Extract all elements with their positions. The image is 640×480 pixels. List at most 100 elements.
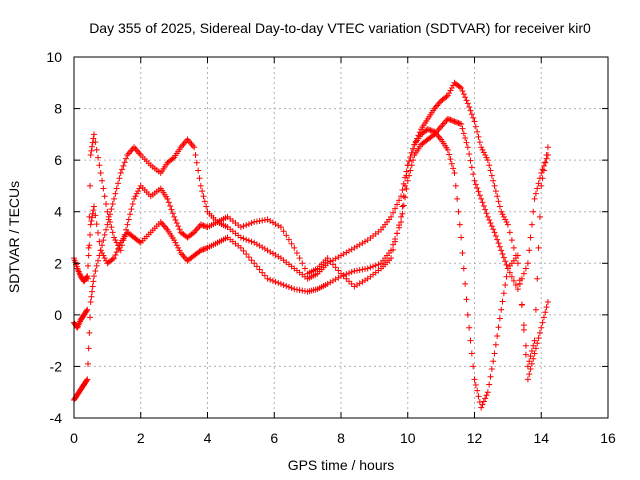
data-point [200, 222, 207, 229]
data-point [455, 120, 462, 127]
data-point [84, 376, 91, 383]
data-point [484, 213, 491, 220]
data-point [482, 206, 489, 213]
data-point [93, 146, 100, 153]
data-point [95, 229, 102, 236]
data-point [171, 237, 178, 244]
data-point [168, 206, 175, 213]
data-point [435, 100, 442, 107]
data-point [129, 200, 136, 207]
data-point [163, 225, 170, 232]
data-point [443, 93, 450, 100]
data-point [482, 151, 489, 158]
y-tick-label: 4 [54, 204, 62, 220]
data-point [183, 256, 190, 263]
data-point [495, 240, 502, 247]
data-point [301, 265, 308, 272]
data-point [256, 266, 263, 273]
data-point [269, 219, 276, 226]
data-point [86, 329, 93, 336]
data-point [267, 217, 274, 224]
data-point [536, 213, 543, 220]
data-point [359, 240, 366, 247]
data-point [488, 223, 495, 230]
data-point [88, 217, 95, 224]
data-point [503, 273, 510, 280]
data-point [296, 255, 303, 262]
data-point [272, 221, 279, 228]
data-point [466, 150, 473, 157]
data-point [256, 242, 263, 249]
data-point [245, 237, 252, 244]
data-point [500, 254, 507, 261]
data-point [464, 144, 471, 151]
data-point [526, 371, 533, 378]
data-point [175, 223, 182, 230]
data-point [165, 199, 172, 206]
data-point [176, 247, 183, 254]
data-point [528, 347, 535, 354]
data-point [467, 337, 474, 344]
data-point [272, 252, 279, 259]
data-point [259, 217, 266, 224]
data-point [483, 154, 490, 161]
data-point [348, 269, 355, 276]
data-point [364, 265, 371, 272]
data-point [128, 147, 135, 154]
data-point [335, 267, 342, 274]
data-point [131, 195, 138, 202]
data-point [111, 234, 118, 241]
data-point [248, 238, 255, 245]
data-point [512, 281, 519, 288]
data-point [535, 180, 542, 187]
data-point [452, 182, 459, 189]
data-point [467, 107, 474, 114]
data-point [101, 231, 108, 238]
data-point [109, 200, 116, 207]
data-point [197, 182, 204, 189]
data-point [472, 181, 479, 188]
data-point [136, 238, 143, 245]
data-point [89, 143, 96, 150]
data-point [506, 229, 513, 236]
data-point [499, 298, 506, 305]
data-point [332, 276, 339, 283]
x-axis-tick-labels: 0 2 4 6 8 10 12 14 16 [70, 430, 616, 446]
data-point [280, 228, 287, 235]
data-point [299, 287, 306, 294]
data-point [201, 198, 208, 205]
data-point [498, 306, 505, 313]
data-point [135, 188, 142, 195]
data-point [291, 244, 298, 251]
data-point [500, 290, 507, 297]
data-point [93, 221, 100, 228]
data-point [86, 213, 93, 220]
data-point [253, 218, 260, 225]
data-point [267, 276, 274, 283]
data-point [406, 158, 413, 165]
data-point [398, 219, 405, 226]
data-point [516, 280, 523, 287]
data-point [245, 221, 252, 228]
y-axis-label: SDTVAR / TECUs [6, 181, 22, 293]
data-point [479, 146, 486, 153]
data-point [478, 144, 485, 151]
x-tick-label: 14 [533, 430, 549, 446]
data-point [351, 244, 358, 251]
data-point [115, 180, 122, 187]
data-point [495, 198, 502, 205]
data-point [343, 271, 350, 278]
data-point [510, 277, 517, 284]
data-point [539, 319, 546, 326]
data-point [450, 117, 457, 124]
data-point [92, 212, 99, 219]
data-point [92, 268, 99, 275]
series-track-c [71, 115, 551, 295]
data-point [367, 264, 374, 271]
data-point [92, 139, 99, 146]
data-point [480, 149, 487, 156]
data-point [259, 269, 266, 276]
data-point [471, 177, 478, 184]
data-point [499, 211, 506, 218]
data-point [291, 286, 298, 293]
